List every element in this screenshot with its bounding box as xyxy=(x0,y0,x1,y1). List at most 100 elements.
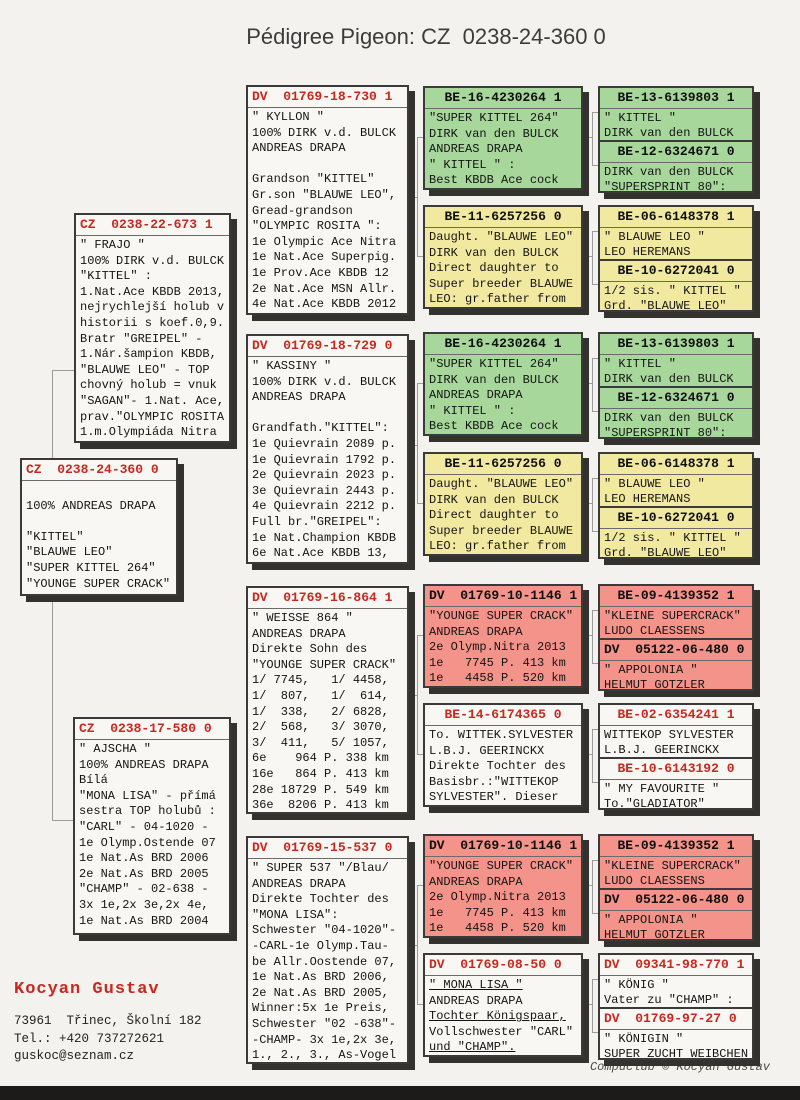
text-line: " KYLLON " xyxy=(252,110,325,124)
pedigree-notes: 1/2 sis. " KITTEL " Grd. "BLAUWE LEO" xyxy=(600,282,752,310)
text-line xyxy=(252,157,403,173)
connector-line xyxy=(417,256,423,257)
text-line: DIRK van den BULCK xyxy=(429,245,559,260)
ring-number: BE-16-4230264 1 xyxy=(425,334,581,355)
text-line: LEO: gr.father from xyxy=(429,292,566,307)
text-line: 2e Quievrain 2023 p. xyxy=(252,468,397,483)
pedigree-notes: " MY FAVOURITE " To."GLADIATOR" xyxy=(600,780,752,810)
ring-number: BE-12-6324671 0 xyxy=(600,142,752,163)
connector-line xyxy=(417,635,418,754)
text-line: LUDO CLAESSENS xyxy=(604,623,705,638)
box-granddam-kassiny: DV 01769-18-729 0 " KASSINY " 100% DIRK v… xyxy=(246,334,409,564)
text-line: "OLYMPIC ROSITA ": xyxy=(252,219,382,234)
text-line: 1e Quievrain 1792 p. xyxy=(252,452,397,467)
text-line: "KITTEL" xyxy=(26,529,84,544)
text-line: 16e 864 P. 413 km xyxy=(252,766,389,781)
text-line: "CARL" - 04-1020 - xyxy=(79,819,209,834)
text-line: 6e 964 P. 338 km xyxy=(252,751,389,766)
box-younge-super-crack-b: DV 01769-10-1146 1 "YOUNGE SUPER CRACK" A… xyxy=(423,834,583,938)
text-line: sestra TOP holubů : xyxy=(79,804,216,819)
text-line: To."GLADIATOR" xyxy=(604,796,705,810)
text-line: 6e Nat.Ace KBDB 13, xyxy=(252,546,389,561)
text-line: Bílá xyxy=(79,773,108,788)
text-line: DIRK van den BULCK xyxy=(604,125,734,140)
text-line: 1.m.Olympiáda Nitra xyxy=(80,425,217,440)
text-line: 1e Nat.Champion KBDB xyxy=(252,530,397,545)
text-line: Bratr "GREIPEL" - xyxy=(80,331,203,346)
text-line: nejrychlejší holub v xyxy=(80,300,225,315)
connector-line xyxy=(592,112,593,165)
text-line: 36e 8206 P. 413 km xyxy=(252,798,389,813)
text-line: Tochter Königspaar, xyxy=(429,1009,566,1024)
text-line: 1e 4458 P. 520 km xyxy=(429,921,566,936)
box-wittek-sylvester-daughter: BE-14-6174365 0 To. WITTEK.SYLVESTER L.B.… xyxy=(423,703,583,807)
connector-line xyxy=(592,860,598,861)
pedigree-notes: " APPOLONIA " HELMUT GOTZLER xyxy=(600,661,752,689)
text-line: " AJSCHA " xyxy=(79,742,152,756)
text-line: "SUPERSPRINT 80": xyxy=(604,425,727,439)
pedigree-notes: DIRK van den BULCK "SUPERSPRINT 80": xyxy=(600,409,752,439)
text-line: 1e Olymp.Ostende 07 xyxy=(79,835,216,850)
text-line: " KITTEL " xyxy=(604,357,677,371)
pedigree-notes: " KÖNIG " Vater zu "CHAMP" : xyxy=(600,976,752,1007)
box-pair-kittel-supersprint-b: BE-13-6139803 1 " KITTEL " DIRK van den B… xyxy=(598,332,754,439)
text-line: 4e Quievrain 2212 p. xyxy=(252,499,397,514)
text-line: Direkte Sohn des xyxy=(252,642,368,657)
ring-number: DV 01769-18-729 0 xyxy=(248,336,407,357)
text-line: " WEISSE 864 " xyxy=(252,611,353,625)
text-line: 1/ 7745, 1/ 4458, xyxy=(252,673,389,688)
connector-line xyxy=(592,112,598,113)
connector-line xyxy=(408,445,417,446)
text-line: Super breeder BLAUWE xyxy=(429,276,574,291)
text-line: Vater zu "CHAMP" : xyxy=(604,992,734,1007)
text-line: 1e Prov.Ace KBDB 12 xyxy=(252,265,389,280)
pedigree-notes: " APPOLONIA " HELMUT GOTZLER xyxy=(600,911,752,939)
pedigree-notes: "KLEINE SUPERCRACK" LUDO CLAESSENS xyxy=(600,857,752,888)
text-line: -CARL-1e Olymp.Tau- xyxy=(252,938,389,953)
text-line: ANDREAS DRAPA xyxy=(429,388,523,403)
box-kleine-supercrack: BE-09-4139352 1 "KLEINE SUPERCRACK" LUDO … xyxy=(600,586,752,638)
ring-number: DV 09341-98-770 1 xyxy=(600,955,752,976)
text-line: Basisbr.:"WITTEKOP xyxy=(429,774,559,789)
ring-number: CZ 0238-17-580 0 xyxy=(75,719,229,740)
box-super-kittel-264-b: BE-16-4230264 1 "SUPER KITTEL 264" DIRK v… xyxy=(423,332,583,436)
text-line: "MONA LISA" - přímá xyxy=(79,788,216,803)
text-line: "SUPER KITTEL 264" xyxy=(429,357,559,371)
ring-number: DV 01769-18-730 1 xyxy=(248,87,407,108)
text-line: ANDREAS DRAPA xyxy=(252,876,346,891)
text-line: LEO: gr.father from xyxy=(429,539,566,554)
text-line: 1., 2., 3., As-Vogel xyxy=(252,1048,397,1063)
pedigree-notes: " MONA LISA " ANDREAS DRAPA Tochter Königs… xyxy=(425,976,581,1055)
breeder-name: Kocyan Gustav xyxy=(14,980,160,999)
text-line: Direct daughter to xyxy=(429,508,559,523)
ring-number: DV 05122-06-480 0 xyxy=(600,640,752,661)
text-line: DIRK van den BULCK xyxy=(604,165,734,179)
text-line: 2e Olymp.Nitra 2013 xyxy=(429,890,566,905)
box-subject: CZ 0238-24-360 0 100% ANDREAS DRAPA "KITT… xyxy=(20,458,178,596)
connector-line xyxy=(417,383,418,503)
text-line: DIRK van den BULCK xyxy=(429,492,559,507)
connector-line xyxy=(592,411,598,412)
text-line: Grd. "BLAUWE LEO" xyxy=(604,545,727,559)
text-line: Schwester "04-1020"- xyxy=(252,923,397,938)
connector-line xyxy=(583,256,592,257)
pedigree-notes: " BLAUWE LEO " LEO HEREMANS xyxy=(600,228,752,259)
ring-number: BE-06-6148378 1 xyxy=(600,207,752,228)
text-line: Gr.son "BLAUWE LEO", xyxy=(252,187,397,202)
text-line: Daught. "BLAUWE LEO" xyxy=(429,477,574,491)
ring-number: DV 01769-08-50 0 xyxy=(425,955,581,976)
ring-number: BE-10-6143192 0 xyxy=(600,759,752,780)
text-line: Gread-grandson xyxy=(252,203,353,218)
box-granddam-super-537: DV 01769-15-537 0 " SUPER 537 "/Blau/AND… xyxy=(246,836,409,1064)
text-line xyxy=(252,406,403,422)
text-line: ANDREAS DRAPA xyxy=(429,142,523,157)
text-line: 1e Nat.As BRD 2004 xyxy=(79,913,209,928)
connector-line xyxy=(592,478,593,531)
text-line: "MONA LISA": xyxy=(252,907,339,922)
text-line: ANDREAS DRAPA xyxy=(429,624,523,639)
connector-line xyxy=(592,860,593,913)
pedigree-notes: DIRK van den BULCK "SUPERSPRINT 80": xyxy=(600,163,752,191)
box-pair-wittekop-sylvester: BE-02-6354241 1 WITTEKOP SYLVESTER L.B.J.… xyxy=(598,703,754,810)
text-line: ANDREAS DRAPA xyxy=(429,993,523,1008)
